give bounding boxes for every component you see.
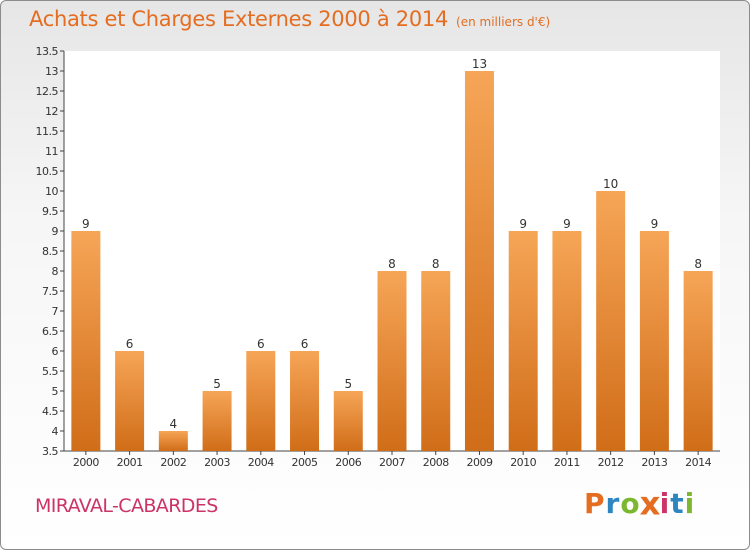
logo-letter: i <box>684 487 696 520</box>
y-tick-label: 6.5 <box>42 325 58 338</box>
bar-2007 <box>377 271 407 451</box>
y-tick-label: 9 <box>52 225 59 238</box>
bar-2009 <box>464 71 494 451</box>
data-label: 9 <box>82 217 90 231</box>
data-label: 9 <box>651 217 659 231</box>
x-tick-label: 2009 <box>466 456 492 469</box>
x-tick-label: 2004 <box>248 456 274 469</box>
y-tick-label: 8.5 <box>42 245 58 258</box>
bar-2004 <box>246 351 276 451</box>
x-tick-label: 2012 <box>598 456 624 469</box>
chart-unit: (en milliers d'€) <box>456 15 551 29</box>
y-tick-label: 12 <box>45 105 58 118</box>
y-tick-label: 7.5 <box>42 285 58 298</box>
bar-2001 <box>115 351 145 451</box>
y-tick-label: 3.5 <box>42 445 58 458</box>
x-tick-label: 2013 <box>641 456 667 469</box>
y-tick-label: 13.5 <box>36 45 59 58</box>
y-tick-label: 6 <box>52 345 59 358</box>
bar-2002 <box>158 431 188 451</box>
data-label: 10 <box>603 177 618 191</box>
proxiti-logo[interactable]: Proxiti <box>584 484 696 523</box>
x-tick-label: 2007 <box>379 456 405 469</box>
y-tick-label: 7 <box>52 305 59 318</box>
y-tick-label: 10 <box>45 185 58 198</box>
logo-letter: P <box>584 487 606 520</box>
bar-2014 <box>683 271 713 451</box>
data-label: 8 <box>694 257 702 271</box>
chart-title: Achats et Charges Externes 2000 à 2014 (e… <box>29 7 550 31</box>
bar-2010 <box>508 231 538 451</box>
y-tick-label: 4 <box>52 425 59 438</box>
data-label: 8 <box>388 257 396 271</box>
bar-2013 <box>639 231 669 451</box>
x-tick-label: 2010 <box>510 456 536 469</box>
y-tick-label: 9.5 <box>42 205 58 218</box>
x-tick-label: 2003 <box>204 456 230 469</box>
logo-letter: x <box>639 484 662 523</box>
y-tick-label: 13 <box>45 65 58 78</box>
logo-letter: t <box>670 487 685 520</box>
data-label: 5 <box>344 377 352 391</box>
y-tick-label: 12.5 <box>36 85 59 98</box>
logo-letter: r <box>605 487 621 520</box>
data-label: 4 <box>170 417 178 431</box>
logo-letter: o <box>620 487 641 520</box>
bar-2012 <box>596 191 626 451</box>
data-label: 6 <box>126 337 134 351</box>
y-tick-label: 5.5 <box>42 365 58 378</box>
x-tick-label: 2006 <box>335 456 361 469</box>
y-tick-label: 4.5 <box>42 405 58 418</box>
data-label: 5 <box>213 377 221 391</box>
bar-2006 <box>333 391 363 451</box>
x-tick-label: 2014 <box>685 456 711 469</box>
bar-2000 <box>71 231 101 451</box>
x-tick-label: 2002 <box>160 456 186 469</box>
data-label: 6 <box>301 337 309 351</box>
y-tick-label: 5 <box>52 385 59 398</box>
y-tick-label: 11.5 <box>36 125 59 138</box>
place-name: MIRAVAL-CABARDES <box>35 495 218 517</box>
bar-2005 <box>290 351 320 451</box>
bar-2008 <box>421 271 451 451</box>
data-label: 9 <box>519 217 527 231</box>
y-tick-label: 11 <box>45 145 58 158</box>
data-label: 9 <box>563 217 571 231</box>
x-tick-label: 2008 <box>423 456 449 469</box>
bar-2003 <box>202 391 232 451</box>
chart-title-text: Achats et Charges Externes 2000 à 2014 <box>29 7 449 31</box>
x-tick-label: 2001 <box>117 456 143 469</box>
x-tick-label: 2005 <box>292 456 318 469</box>
x-tick-label: 2000 <box>73 456 99 469</box>
bar-2011 <box>552 231 582 451</box>
data-label: 8 <box>432 257 440 271</box>
data-label: 13 <box>472 57 487 71</box>
data-label: 6 <box>257 337 265 351</box>
logo-letter: i <box>659 487 671 520</box>
x-tick-label: 2011 <box>554 456 580 469</box>
y-tick-label: 10.5 <box>36 165 59 178</box>
y-tick-label: 8 <box>52 265 59 278</box>
